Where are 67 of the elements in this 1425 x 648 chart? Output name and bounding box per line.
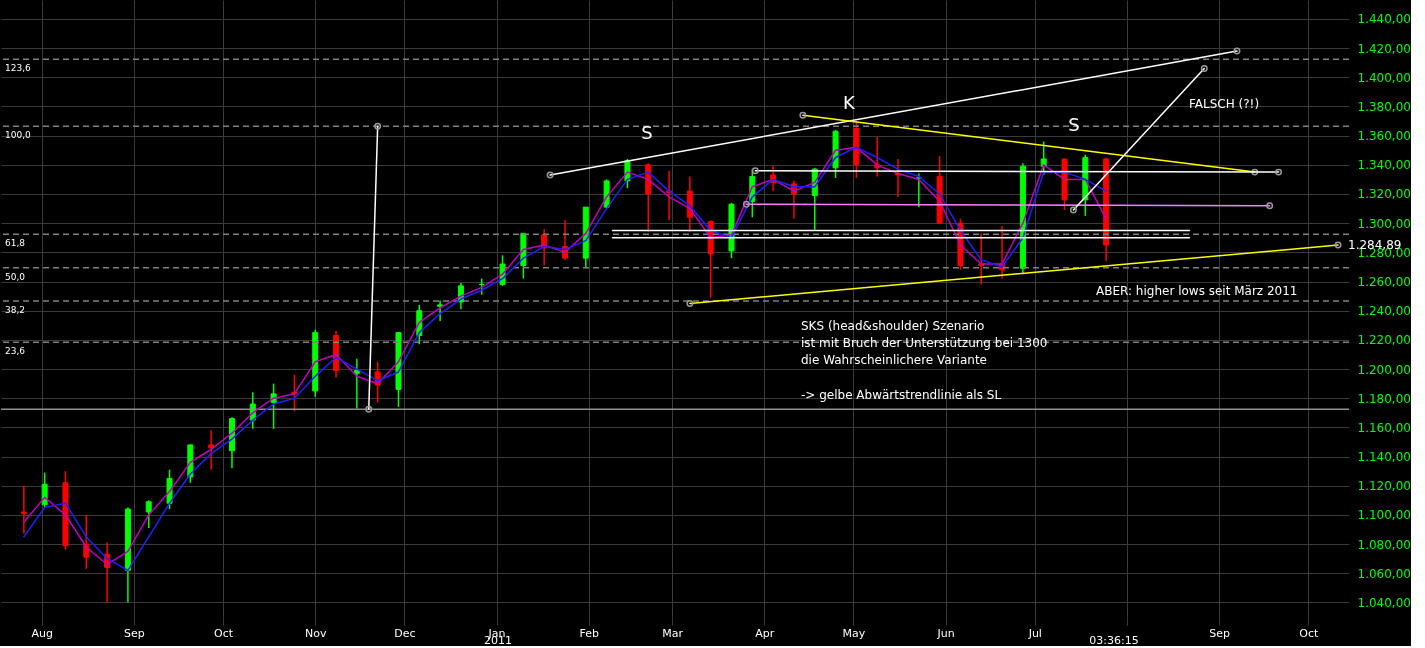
y-tick-label: 1.080,00 bbox=[1357, 537, 1411, 552]
y-tick-label: 1.240,00 bbox=[1357, 304, 1411, 319]
y-tick-label: 1.320,00 bbox=[1357, 187, 1411, 202]
x-tick-label: Jul bbox=[1027, 626, 1042, 640]
y-tick-label: 1.160,00 bbox=[1357, 420, 1411, 435]
y-tick-label: 1.260,00 bbox=[1357, 275, 1411, 290]
annotation: S bbox=[641, 122, 653, 143]
point bbox=[751, 167, 759, 175]
annotation: 50,0 bbox=[5, 271, 26, 282]
candlestick bbox=[20, 484, 27, 535]
x-tick-label: Dec bbox=[394, 626, 416, 640]
x-tick-label: Aug bbox=[31, 626, 53, 640]
y-tick-label: 1.380,00 bbox=[1357, 99, 1411, 114]
y-tick-label: 1.200,00 bbox=[1357, 362, 1411, 377]
candlestick bbox=[208, 429, 215, 471]
y-tick-label: 1.120,00 bbox=[1357, 479, 1411, 494]
y-tick-label: 1.360,00 bbox=[1357, 129, 1411, 144]
y-tick-label: 1.180,00 bbox=[1357, 391, 1411, 406]
x-tick-label: Sep bbox=[123, 626, 145, 640]
annotation: 38,2 bbox=[5, 305, 26, 316]
x-tick-label: Sep bbox=[1209, 626, 1230, 640]
point bbox=[742, 200, 750, 208]
annotation: 123,6 bbox=[5, 63, 32, 74]
x-tick-label: Feb bbox=[579, 626, 600, 640]
y-tick-label: 1.220,00 bbox=[1357, 333, 1411, 348]
annotation: S bbox=[1068, 114, 1080, 135]
y-tick-label: 1.340,00 bbox=[1357, 158, 1411, 173]
annotation: -> gelbe Abwärtstrendlinie als SL bbox=[801, 388, 1002, 402]
y-tick-label: 1.420,00 bbox=[1357, 41, 1411, 56]
annotation: FALSCH (?!) bbox=[1189, 97, 1260, 111]
x-tick-label: Oct bbox=[1299, 626, 1320, 640]
x-tick-label: Mar bbox=[662, 626, 684, 640]
y-tick-label: 1.060,00 bbox=[1357, 566, 1411, 581]
y-tick-label: 1.040,00 bbox=[1357, 595, 1411, 610]
annotation: SKS (head&shoulder) Szenario bbox=[801, 319, 985, 333]
annotation: die Wahrscheinlichere Variante bbox=[801, 353, 987, 367]
point bbox=[374, 122, 382, 130]
y-tick-label: 1.300,00 bbox=[1357, 216, 1411, 231]
x-tick-label: Apr bbox=[755, 626, 775, 640]
x-tick-label: May bbox=[842, 626, 866, 640]
candlestick bbox=[270, 382, 277, 430]
annotation: K bbox=[843, 92, 857, 113]
point bbox=[686, 299, 694, 307]
point bbox=[546, 171, 554, 179]
y-tick-label: 1.440,00 bbox=[1357, 12, 1411, 27]
candlestick bbox=[353, 358, 360, 410]
annotation: 23,6 bbox=[5, 346, 26, 357]
x-tick-label: Oct bbox=[214, 626, 234, 640]
point bbox=[1069, 206, 1077, 214]
point bbox=[1266, 202, 1274, 210]
x-tick-label: Nov bbox=[304, 626, 327, 640]
point bbox=[1200, 65, 1208, 73]
point bbox=[365, 405, 373, 413]
x-tick-label: Jun bbox=[936, 626, 955, 640]
y-tick-label: 1.100,00 bbox=[1357, 508, 1411, 523]
annotation: ABER: higher lows seit März 2011 bbox=[1096, 284, 1298, 298]
annotation: ist mit Bruch der Unterstützung bei 1300 bbox=[801, 336, 1048, 350]
y-tick-label: 1.400,00 bbox=[1357, 70, 1411, 85]
candlestick bbox=[145, 499, 152, 529]
candlestick bbox=[437, 299, 444, 322]
annotation: 61,8 bbox=[5, 238, 26, 249]
point bbox=[1275, 168, 1283, 176]
annotation: 100,0 bbox=[5, 130, 32, 141]
y-tick-label: 1.140,00 bbox=[1357, 450, 1411, 465]
point bbox=[799, 111, 807, 119]
candlestick bbox=[83, 514, 90, 570]
text: 03:36:15 bbox=[1089, 634, 1139, 647]
